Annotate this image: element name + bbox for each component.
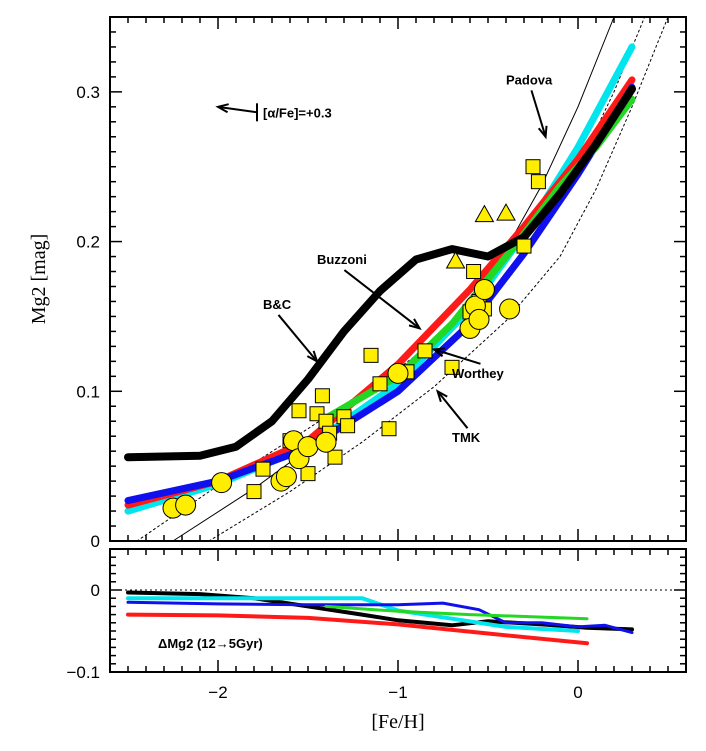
annotation-arrow-0-head xyxy=(537,125,548,140)
y-tick-label: 0.1 xyxy=(76,382,100,401)
square-point xyxy=(516,238,532,254)
square-point xyxy=(300,466,316,482)
x-tick-label: −1 xyxy=(388,683,407,702)
main-points-layer xyxy=(162,159,546,519)
square-point xyxy=(363,347,379,363)
series-line-4 xyxy=(124,84,636,462)
square-point xyxy=(444,359,460,375)
circle-point xyxy=(468,308,490,330)
annotation-label: Padova xyxy=(506,72,553,87)
circle-point xyxy=(297,436,319,458)
main-series-layer xyxy=(124,16,669,542)
circle-point xyxy=(387,362,409,384)
square-point xyxy=(327,449,343,465)
circle-point xyxy=(211,472,233,494)
residual-panel-label: ΔMg2 (12→5Gyr) xyxy=(158,636,263,651)
square-point xyxy=(530,174,546,190)
triangle-point xyxy=(445,251,466,269)
y-tick-label: −0.1 xyxy=(66,663,100,682)
main-axes: 0 0.1 0.2 0.3 xyxy=(76,16,686,551)
annotation-arrow-5-head xyxy=(215,103,229,114)
circle-point xyxy=(315,431,337,453)
square-point xyxy=(372,376,388,392)
square-point xyxy=(314,388,330,404)
main-y-axis-title: Mg2 [mag] xyxy=(28,234,50,325)
x-axis-title: [Fe/H] xyxy=(371,711,424,733)
annotation-arrow-4-shaft xyxy=(436,390,469,429)
main-annotations-layer: Padova Buzzoni B&C Worthey TMK [α/Fe]=+0.3 xyxy=(215,72,553,445)
square-point xyxy=(525,159,541,175)
residual-series-layer xyxy=(110,589,686,646)
square-point xyxy=(255,461,271,477)
x-tick-label: 0 xyxy=(573,683,582,702)
x-tick-label: −2 xyxy=(208,683,227,702)
y-tick-label: 0 xyxy=(91,532,100,551)
annotation-label: TMK xyxy=(452,430,481,445)
triangle-point xyxy=(474,204,495,223)
square-point xyxy=(340,418,356,434)
circle-point xyxy=(275,466,297,488)
square-point xyxy=(466,264,482,280)
y-tick-label: 0 xyxy=(91,581,100,600)
residual-line-2 xyxy=(126,600,634,635)
annotation-arrow-3-head xyxy=(431,347,446,358)
annotation-arrow-2-head xyxy=(306,350,319,364)
series-line-0 xyxy=(124,43,636,515)
square-point xyxy=(246,484,262,500)
y-tick-label: 0.3 xyxy=(76,83,100,102)
annotation-label: [α/Fe]=+0.3 xyxy=(263,105,332,120)
annotation-arrow-2-shaft xyxy=(277,314,318,362)
circle-point xyxy=(175,494,197,516)
y-tick-label: 0.2 xyxy=(76,233,100,252)
annotation-arrow-1-shaft xyxy=(343,269,421,330)
annotation-arrow-1-head xyxy=(408,318,422,331)
annotation-arrow-4-head xyxy=(435,389,448,403)
triangle-point xyxy=(496,203,516,221)
residual-axes: −0.1 0 −2 −1 0 xyxy=(66,548,686,702)
residual-line-3 xyxy=(324,604,589,621)
square-point xyxy=(291,403,307,419)
annotation-arrow-5-shaft xyxy=(217,105,258,114)
annotation-arrow-3-shaft xyxy=(433,348,481,365)
circle-point xyxy=(499,298,521,320)
square-point xyxy=(381,421,397,437)
annotation-arrow-0-shaft xyxy=(530,90,547,138)
residual-panel: −0.1 0 −2 −1 0 ΔMg2 (12→5Gyr) [Fe/H] xyxy=(66,548,687,733)
annotation-label: Buzzoni xyxy=(317,252,367,267)
residual-line-4 xyxy=(126,612,589,646)
square-point xyxy=(417,343,433,359)
annotation-label: B&C xyxy=(263,297,292,312)
annotation-label: Worthey xyxy=(452,366,505,381)
series-line-7 xyxy=(208,16,669,542)
circle-point xyxy=(473,278,495,300)
